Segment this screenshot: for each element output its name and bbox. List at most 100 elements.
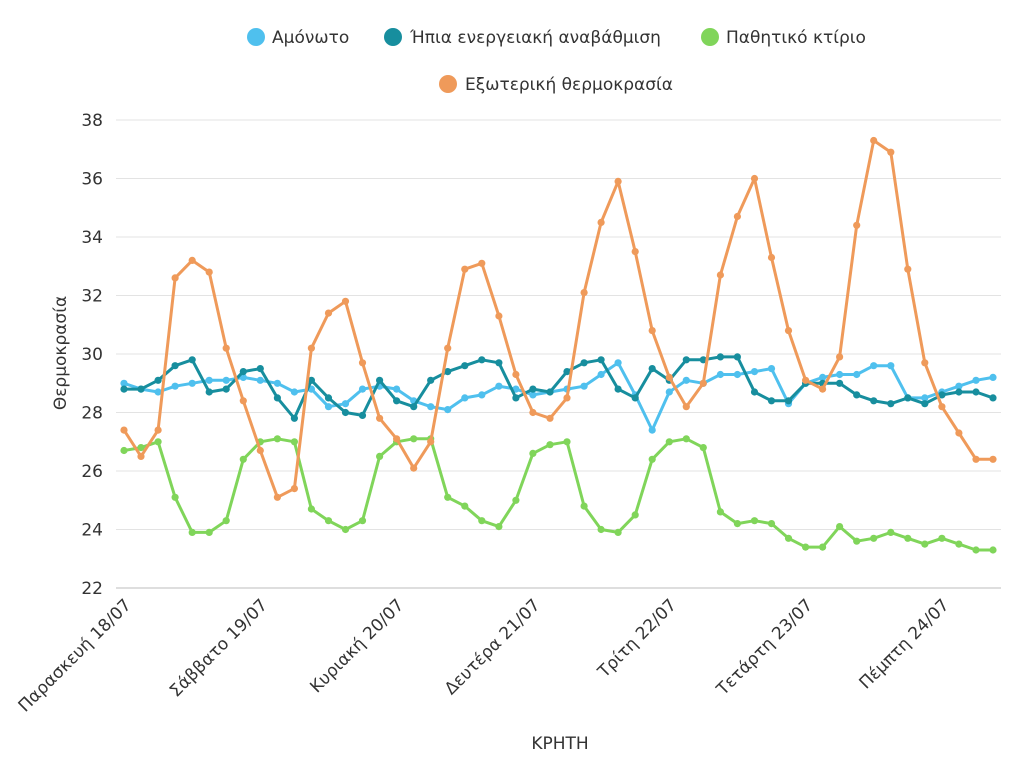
data-point[interactable] — [137, 385, 145, 393]
data-point[interactable] — [478, 259, 486, 267]
data-point[interactable] — [341, 400, 350, 408]
data-point[interactable] — [716, 370, 725, 379]
data-point[interactable] — [290, 388, 298, 396]
data-point[interactable] — [546, 388, 554, 396]
data-point[interactable] — [665, 438, 673, 446]
data-point[interactable] — [853, 537, 861, 545]
data-point[interactable] — [784, 397, 793, 405]
data-point[interactable] — [921, 400, 929, 408]
data-point[interactable] — [120, 385, 128, 393]
data-point[interactable] — [904, 534, 912, 542]
data-point[interactable] — [512, 370, 520, 379]
data-point[interactable] — [495, 359, 503, 367]
data-point[interactable] — [341, 525, 350, 534]
data-point[interactable] — [870, 362, 878, 370]
data-point[interactable] — [614, 385, 622, 393]
data-point[interactable] — [631, 511, 639, 519]
data-point[interactable] — [802, 543, 810, 551]
data-point[interactable] — [921, 540, 929, 548]
data-point[interactable] — [665, 373, 673, 381]
data-point[interactable] — [699, 356, 707, 364]
data-point[interactable] — [597, 370, 605, 379]
data-point[interactable] — [154, 426, 162, 434]
data-point[interactable] — [393, 385, 401, 393]
data-point[interactable] — [870, 136, 878, 145]
data-point[interactable] — [614, 177, 622, 185]
data-point[interactable] — [921, 359, 929, 367]
data-point[interactable] — [853, 370, 861, 379]
data-point[interactable] — [273, 379, 281, 387]
data-point[interactable] — [836, 370, 844, 379]
data-point[interactable] — [341, 408, 350, 417]
data-point[interactable] — [563, 438, 571, 446]
data-point[interactable] — [716, 271, 725, 279]
data-point[interactable] — [120, 426, 128, 434]
data-point[interactable] — [222, 517, 230, 525]
data-point[interactable] — [989, 394, 997, 402]
data-point[interactable] — [699, 379, 707, 387]
data-point[interactable] — [427, 376, 435, 384]
legend-item-unheated[interactable]: Αμόνωτο — [247, 28, 349, 48]
data-point[interactable] — [733, 212, 742, 221]
data-point[interactable] — [733, 353, 742, 361]
data-point[interactable] — [750, 517, 759, 525]
data-point[interactable] — [324, 394, 333, 402]
data-point[interactable] — [887, 362, 895, 370]
data-point[interactable] — [120, 379, 128, 387]
data-point[interactable] — [836, 523, 844, 531]
data-point[interactable] — [529, 449, 537, 457]
data-point[interactable] — [290, 485, 298, 493]
data-point[interactable] — [597, 356, 605, 364]
data-point[interactable] — [733, 520, 742, 528]
data-point[interactable] — [955, 540, 963, 548]
data-point[interactable] — [137, 444, 145, 452]
data-point[interactable] — [307, 344, 315, 352]
data-point[interactable] — [887, 400, 895, 408]
data-point[interactable] — [904, 265, 912, 273]
data-point[interactable] — [870, 397, 878, 405]
data-point[interactable] — [444, 368, 452, 376]
data-point[interactable] — [171, 382, 179, 390]
data-point[interactable] — [921, 394, 929, 402]
data-point[interactable] — [427, 438, 435, 446]
data-point[interactable] — [307, 505, 315, 513]
data-point[interactable] — [205, 268, 213, 276]
data-point[interactable] — [648, 426, 656, 434]
data-point[interactable] — [853, 391, 861, 399]
data-point[interactable] — [239, 373, 247, 381]
data-point[interactable] — [580, 289, 588, 297]
data-point[interactable] — [546, 414, 554, 422]
data-point[interactable] — [802, 376, 810, 384]
data-point[interactable] — [819, 385, 827, 393]
data-point[interactable] — [205, 528, 213, 537]
data-point[interactable] — [188, 528, 196, 537]
data-point[interactable] — [393, 397, 401, 405]
data-point[interactable] — [972, 376, 980, 384]
data-point[interactable] — [784, 327, 793, 335]
data-point[interactable] — [273, 435, 281, 443]
data-point[interactable] — [904, 394, 912, 402]
data-point[interactable] — [512, 394, 520, 402]
data-point[interactable] — [256, 446, 264, 455]
data-point[interactable] — [682, 435, 690, 443]
data-point[interactable] — [682, 356, 690, 364]
data-point[interactable] — [290, 438, 298, 446]
data-point[interactable] — [750, 388, 759, 396]
data-point[interactable] — [205, 388, 213, 396]
data-point[interactable] — [989, 373, 997, 381]
data-point[interactable] — [597, 218, 605, 226]
data-point[interactable] — [495, 382, 503, 390]
data-point[interactable] — [376, 414, 384, 422]
data-point[interactable] — [819, 373, 827, 381]
data-point[interactable] — [358, 385, 367, 393]
data-point[interactable] — [733, 370, 742, 379]
data-point[interactable] — [324, 309, 333, 317]
data-point[interactable] — [972, 546, 980, 554]
data-point[interactable] — [631, 248, 639, 256]
data-point[interactable] — [784, 534, 793, 542]
data-point[interactable] — [631, 394, 639, 402]
data-point[interactable] — [580, 359, 588, 367]
data-point[interactable] — [273, 394, 281, 402]
data-point[interactable] — [767, 253, 776, 262]
data-point[interactable] — [955, 429, 963, 437]
